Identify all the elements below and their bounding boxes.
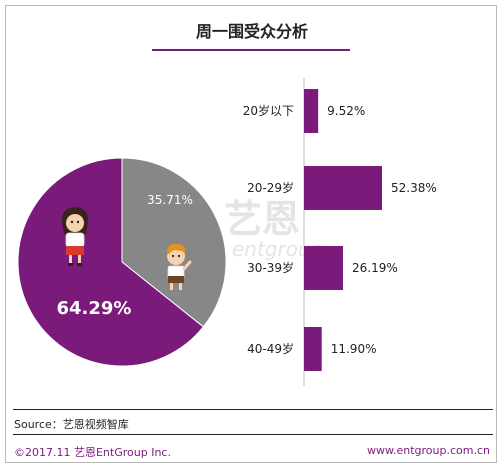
chart-title: 周一围受众分析 xyxy=(195,22,308,41)
footer-website: www.entgroup.com.cn xyxy=(367,444,490,457)
bar-2 xyxy=(304,246,343,290)
bar-category-label-1: 20-29岁 xyxy=(247,180,294,195)
pie-label-female: 64.29% xyxy=(57,298,132,319)
male-figure-icon xyxy=(166,243,192,290)
bar-0 xyxy=(304,89,319,133)
source-text: Source：艺恩视频智库 xyxy=(14,418,129,431)
bar-category-label-3: 40-49岁 xyxy=(247,341,294,356)
footer-divider xyxy=(13,434,493,435)
pie-slice-female xyxy=(17,157,205,367)
bar-category-label-0: 20岁以下 xyxy=(243,103,294,118)
female-figure-icon xyxy=(61,207,89,266)
footer-copyright: ©2017.11 艺恩EntGroup Inc. xyxy=(14,446,171,459)
title-underline xyxy=(152,49,350,51)
pie-slice-male xyxy=(121,157,227,328)
bar-value-label-3: 11.90% xyxy=(331,342,377,356)
source-divider xyxy=(13,409,493,410)
bar-value-label-0: 9.52% xyxy=(327,104,365,118)
bar-1 xyxy=(304,166,382,210)
bar-3 xyxy=(304,327,322,371)
bar-value-label-2: 26.19% xyxy=(352,261,398,275)
bar-category-label-2: 30-39岁 xyxy=(247,260,294,275)
bar-value-label-1: 52.38% xyxy=(391,181,437,195)
pie-label-male: 35.71% xyxy=(147,193,193,207)
